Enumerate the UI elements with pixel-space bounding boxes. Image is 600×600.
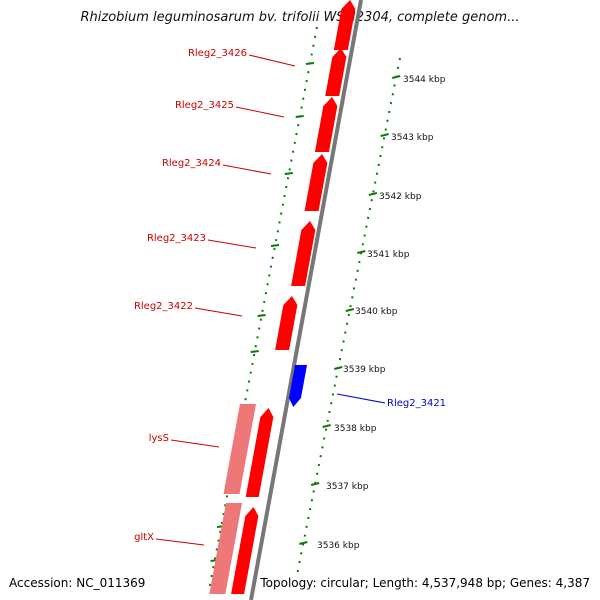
map-title: Rhizobium leguminosarum bv. trifolii WSM… [81, 10, 520, 25]
scale-label: 3538 kbp [334, 424, 377, 434]
tick-mark [380, 133, 389, 137]
gene-label-rleg2-3425[interactable]: Rleg2_3425 [175, 100, 234, 111]
leader-rleg2-3425 [235, 106, 285, 118]
genome-backbone [249, 0, 363, 600]
tick-mark [368, 192, 378, 196]
scale-label: 3540 kbp [355, 307, 398, 317]
scale-label: 3542 kbp [379, 192, 422, 202]
gene-arrow-top[interactable] [333, 0, 356, 50]
tick-mark [357, 250, 366, 254]
tick-mark [322, 424, 331, 428]
gene-label-rleg2-3426[interactable]: Rleg2_3426 [188, 48, 247, 59]
scale-label: 3541 kbp [367, 250, 410, 260]
gene-arrow-gltx[interactable] [231, 507, 259, 594]
tick-mark [305, 62, 315, 65]
gene-arrow-rleg2-3424[interactable] [304, 154, 328, 211]
tick-mark [299, 541, 308, 545]
tick-mark [250, 350, 259, 353]
scale-label: 3543 kbp [391, 133, 434, 143]
tick-mark [345, 308, 355, 312]
gene-arrow-rleg2-3422[interactable] [275, 296, 298, 350]
tick-mark [270, 244, 280, 247]
tick-mark [295, 115, 304, 118]
accession-text: Accession: NC_011369 [9, 576, 145, 590]
leader-rleg2-3426 [248, 54, 296, 67]
tick-mark [257, 314, 266, 317]
gene-arrow-rleg2-3426[interactable] [325, 48, 347, 96]
leader-rleg2-3423 [207, 239, 257, 249]
tick-mark [333, 366, 343, 370]
gene-bar-lyss[interactable] [223, 404, 256, 494]
leader-gltx [155, 538, 205, 546]
leader-rleg2-3424 [222, 164, 272, 175]
gene-label-rleg2-3421[interactable]: Rleg2_3421 [387, 398, 446, 409]
outer-dotted-ring [208, 26, 318, 591]
gene-label-gltx[interactable]: gltX [134, 532, 154, 543]
gene-arrow-lyss[interactable] [245, 408, 274, 497]
leader-rleg2-3421 [336, 393, 386, 404]
gene-label-rleg2-3424[interactable]: Rleg2_3424 [162, 158, 221, 169]
scale-label: 3537 kbp [326, 482, 369, 492]
gene-label-rleg2-3423[interactable]: Rleg2_3423 [147, 233, 206, 244]
gene-label-rleg2-3422[interactable]: Rleg2_3422 [134, 301, 193, 312]
gene-arrow-rleg2-3425[interactable] [314, 97, 338, 152]
gene-arrow-rleg2-3421[interactable] [288, 365, 307, 407]
leader-rleg2-3422 [194, 307, 243, 317]
gene-bar-gltx[interactable] [209, 503, 242, 594]
scale-label: 3539 kbp [343, 365, 386, 375]
scale-label: 3536 kbp [317, 541, 360, 551]
tick-mark [391, 75, 401, 79]
tick-mark [310, 482, 320, 486]
tick-mark [284, 172, 293, 175]
gene-label-lyss[interactable]: lysS [149, 433, 169, 444]
topology-text: Topology: circular; Length: 4,537,948 bp… [259, 576, 590, 590]
leader-lyss [170, 439, 220, 448]
gene-arrow-rleg2-3423[interactable] [291, 221, 316, 286]
scale-label: 3544 kbp [403, 75, 446, 85]
